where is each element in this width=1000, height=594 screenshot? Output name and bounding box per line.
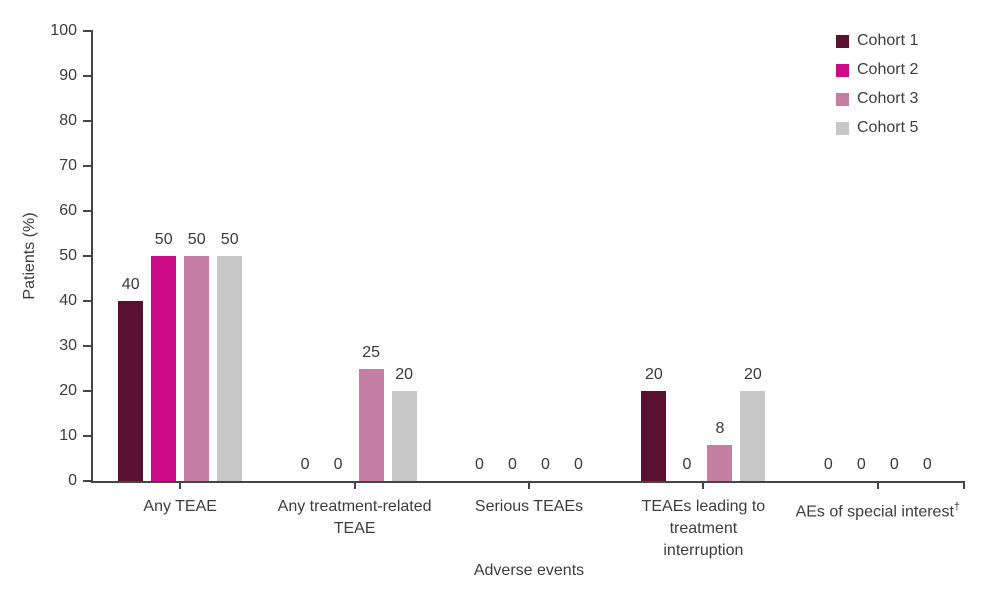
bar-value-label: 0 [475, 456, 484, 473]
y-tick-mark [83, 210, 93, 212]
bar-value-label: 40 [121, 276, 140, 293]
y-tick-label: 50 [59, 247, 77, 264]
bar [707, 445, 733, 481]
x-tick-mark [528, 481, 530, 489]
dagger-superscript: † [953, 501, 961, 513]
bar [118, 301, 144, 481]
y-tick-label: 0 [68, 472, 77, 489]
legend-label: Cohort 3 [857, 90, 919, 107]
legend-item: Cohort 1 [836, 32, 919, 49]
y-tick-mark [83, 30, 93, 32]
x-axis-end-tick [963, 481, 965, 489]
bar [217, 256, 243, 481]
bar-value-label: 8 [715, 420, 725, 437]
x-tick-mark [353, 481, 356, 489]
legend-label: Cohort 1 [857, 32, 919, 49]
bar-value-label: 0 [823, 456, 833, 473]
bar-value-label: 20 [395, 366, 413, 383]
y-tick-label: 40 [59, 292, 77, 309]
y-tick-label: 20 [59, 382, 77, 399]
bar-value-label: 50 [220, 231, 239, 248]
legend-swatch [836, 63, 849, 77]
bar [391, 391, 417, 481]
legend-item: Cohort 2 [836, 61, 919, 78]
y-tick-label: 30 [59, 337, 77, 354]
bar-value-label: 0 [682, 456, 692, 473]
bar [641, 391, 667, 481]
x-category-label: Any TEAE [143, 498, 217, 515]
y-tick-label: 60 [59, 202, 77, 219]
y-tick-label: 70 [59, 157, 77, 174]
bar-value-label: 0 [889, 456, 899, 473]
x-category-label: TEAEs leading to treatment interruption [641, 498, 766, 559]
x-tick-mark [179, 481, 182, 489]
x-tick-mark [876, 481, 879, 489]
bar-value-label: 0 [856, 456, 866, 473]
x-category-label: Any treatment-related TEAE [277, 498, 432, 537]
bar [151, 256, 177, 481]
bar [740, 391, 766, 481]
bar-value-label: 0 [922, 456, 932, 473]
y-tick-label: 10 [59, 427, 77, 444]
y-tick-label: 100 [50, 22, 77, 39]
bar-value-label: 50 [154, 231, 173, 248]
bar-value-label: 20 [743, 366, 762, 383]
y-tick-mark [83, 480, 93, 482]
x-category-label: AEs of special interest† [795, 501, 961, 521]
y-tick-mark [83, 75, 93, 77]
x-category-label: Serious TEAEs [474, 498, 584, 515]
legend-swatch [836, 121, 849, 135]
bar-value-label: 0 [574, 456, 583, 473]
legend-swatch [836, 92, 849, 106]
y-tick-mark [83, 345, 93, 347]
bar-value-label: 0 [541, 456, 550, 473]
legend-label: Cohort 5 [857, 119, 919, 136]
bar-value-label: 20 [644, 366, 663, 383]
x-axis-title: Adverse events [473, 562, 585, 579]
legend-label: Cohort 2 [857, 61, 919, 78]
legend-item: Cohort 3 [836, 90, 919, 107]
y-tick-mark [83, 300, 93, 302]
y-tick-label: 80 [59, 112, 77, 129]
bar [184, 256, 210, 481]
y-tick-mark [83, 390, 93, 392]
bar-value-label: 50 [187, 231, 206, 248]
legend-swatch [836, 34, 849, 48]
bar-value-label: 25 [362, 343, 380, 361]
y-tick-mark [83, 120, 93, 122]
y-tick-mark [83, 255, 93, 257]
plot-area: 0 10 20 30 40 50 60 70 80 90 100 40 0 0 20 0 50 0 0 0 0 50 25 0… [50, 22, 965, 559]
legend-item: Cohort 5 [836, 119, 919, 136]
bar [358, 368, 384, 481]
bar-value-label: 0 [333, 456, 343, 473]
y-tick-mark [83, 435, 93, 437]
bar-value-label: 0 [508, 456, 517, 473]
legend: Cohort 1 Cohort 2 Cohort 3 Cohort 5 [836, 32, 919, 149]
y-tick-mark [83, 165, 93, 167]
y-tick-label: 90 [59, 67, 77, 84]
bar-value-label: 0 [300, 456, 310, 473]
x-tick-mark [702, 481, 705, 489]
y-axis-line [91, 31, 93, 483]
